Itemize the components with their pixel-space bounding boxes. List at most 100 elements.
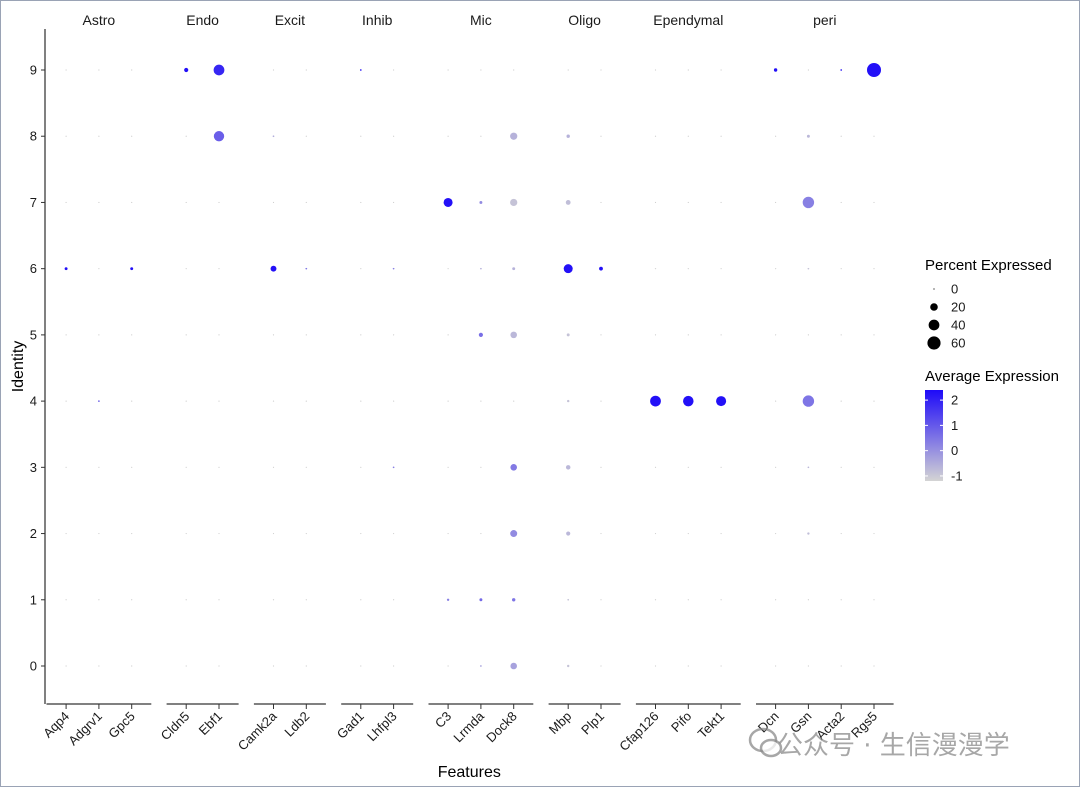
expression-dot — [650, 395, 661, 407]
color-legend-label: 1 — [951, 418, 958, 433]
y-tick-label: 5 — [30, 327, 37, 342]
empty-dot — [840, 466, 842, 468]
empty-dot — [218, 466, 220, 468]
empty-dot — [873, 400, 875, 402]
expression-dot — [510, 331, 517, 339]
expression-dot — [866, 62, 882, 78]
empty-dot — [98, 201, 100, 204]
empty-dot — [185, 665, 187, 667]
expression-dot — [510, 464, 517, 471]
empty-dot — [687, 201, 689, 204]
expression-dot — [566, 333, 570, 337]
empty-dot — [654, 466, 657, 468]
empty-dot — [775, 268, 777, 270]
empty-dot — [393, 135, 395, 137]
size-legend-label: 60 — [951, 336, 965, 351]
expression-dot — [392, 466, 395, 469]
expression-dot — [478, 332, 483, 337]
empty-dot — [687, 268, 689, 270]
facet-label: Mic — [470, 12, 492, 28]
expression-dot — [802, 196, 815, 209]
size-legend-key — [930, 303, 938, 311]
y-tick-label: 4 — [30, 394, 37, 409]
empty-dot — [272, 599, 275, 601]
y-tick-label: 0 — [30, 659, 37, 674]
facet-label: Astro — [83, 12, 116, 28]
empty-dot — [218, 201, 220, 204]
y-tick-label: 6 — [30, 261, 37, 276]
empty-dot — [873, 532, 875, 535]
expression-dot — [480, 267, 482, 270]
empty-dot — [654, 135, 657, 137]
size-legend-label: 0 — [951, 282, 958, 297]
empty-dot — [185, 599, 187, 601]
empty-dot — [305, 69, 307, 71]
x-tick-label: Camk2a — [235, 708, 280, 753]
empty-dot — [447, 466, 449, 468]
expression-dot — [443, 197, 453, 207]
empty-dot — [360, 532, 362, 535]
empty-dot — [131, 135, 133, 137]
empty-dot — [720, 665, 722, 667]
size-legend-title: Percent Expressed — [925, 257, 1052, 274]
color-legend-title: Average Expression — [925, 368, 1059, 385]
x-tick-label: Lrmda — [450, 708, 487, 745]
size-legend-key — [927, 336, 941, 350]
empty-dot — [600, 201, 602, 204]
empty-dot — [447, 665, 449, 667]
facet-label: Inhib — [362, 12, 393, 28]
expression-dot — [716, 396, 727, 407]
empty-dot — [687, 334, 689, 336]
empty-dot — [873, 201, 875, 204]
empty-dot — [807, 665, 810, 667]
facet-label: Oligo — [568, 12, 601, 28]
empty-dot — [807, 69, 810, 71]
expression-dot — [305, 267, 308, 270]
empty-dot — [272, 334, 275, 336]
empty-dot — [654, 532, 657, 535]
expression-dot — [773, 68, 778, 72]
empty-dot — [131, 466, 133, 468]
empty-dot — [807, 599, 810, 601]
empty-dot — [840, 201, 842, 204]
empty-dot — [775, 400, 777, 402]
empty-dot — [65, 69, 67, 71]
empty-dot — [131, 665, 133, 667]
empty-dot — [873, 665, 875, 667]
size-legend-key — [928, 319, 940, 331]
expression-dot — [479, 598, 483, 602]
x-tick-label: Pifo — [668, 709, 694, 735]
expression-dot — [270, 265, 277, 272]
empty-dot — [272, 69, 275, 71]
empty-dot — [513, 400, 515, 402]
expression-dot — [510, 662, 517, 670]
facet-label: peri — [813, 12, 836, 28]
expression-dot — [567, 399, 570, 403]
y-tick-label: 2 — [30, 526, 37, 541]
size-legend-label: 40 — [951, 318, 965, 333]
expression-dot — [510, 530, 518, 538]
empty-dot — [360, 135, 362, 137]
empty-dot — [65, 400, 67, 402]
x-tick-label: Cfap126 — [616, 709, 661, 754]
expression-dot — [392, 267, 395, 270]
empty-dot — [600, 466, 602, 468]
empty-dot — [840, 135, 842, 137]
x-tick-label: Plp1 — [578, 709, 607, 738]
empty-dot — [65, 334, 67, 336]
empty-dot — [480, 400, 482, 402]
empty-dot — [447, 400, 449, 402]
empty-dot — [600, 135, 602, 137]
empty-dot — [272, 665, 275, 667]
empty-dot — [393, 599, 395, 601]
expression-dot — [567, 664, 570, 668]
empty-dot — [447, 135, 449, 137]
empty-dot — [775, 665, 777, 667]
y-tick-label: 3 — [30, 460, 37, 475]
empty-dot — [131, 400, 133, 402]
x-tick-label: C3 — [432, 709, 454, 731]
empty-dot — [272, 201, 275, 204]
color-legend-bar — [925, 390, 943, 481]
empty-dot — [218, 532, 220, 535]
